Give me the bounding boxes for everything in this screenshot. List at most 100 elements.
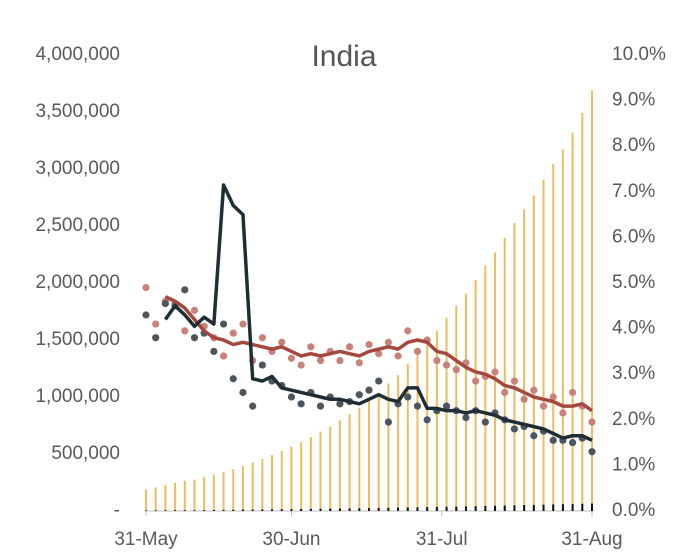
y-tick-label: 500,000 bbox=[51, 443, 120, 464]
bar bbox=[397, 507, 400, 511]
bar bbox=[571, 503, 574, 511]
dot bbox=[316, 402, 325, 410]
bar bbox=[571, 132, 574, 511]
chart-title: India bbox=[311, 40, 376, 73]
bar bbox=[164, 510, 167, 511]
bar bbox=[358, 508, 361, 511]
dot bbox=[229, 375, 237, 383]
y2-tick-label: 7.0% bbox=[612, 181, 655, 202]
dot bbox=[161, 299, 169, 308]
bar bbox=[426, 507, 429, 511]
dot bbox=[181, 286, 189, 294]
bar bbox=[329, 508, 332, 511]
bar bbox=[348, 414, 351, 511]
y-tick-label: 3,500,000 bbox=[35, 101, 120, 122]
dot bbox=[384, 338, 392, 346]
dot bbox=[442, 361, 451, 369]
dot bbox=[569, 388, 577, 397]
dot bbox=[510, 377, 519, 385]
y2-tick-label: 10.0% bbox=[612, 44, 666, 65]
bar bbox=[212, 474, 215, 511]
bar bbox=[212, 509, 215, 511]
bar bbox=[338, 508, 341, 511]
bar bbox=[561, 504, 564, 511]
dot bbox=[229, 329, 237, 337]
dot bbox=[336, 356, 344, 365]
bar bbox=[455, 506, 458, 511]
y2-tick-label: 1.0% bbox=[612, 454, 655, 475]
bar bbox=[523, 505, 526, 511]
bar bbox=[300, 509, 303, 511]
dot bbox=[190, 306, 199, 314]
y2-tick-label: 4.0% bbox=[612, 318, 655, 339]
dot bbox=[219, 320, 228, 328]
y2-tick-label: 5.0% bbox=[612, 272, 655, 293]
dot bbox=[569, 439, 577, 447]
bar bbox=[261, 459, 264, 511]
dot bbox=[316, 356, 325, 365]
dot bbox=[307, 343, 315, 351]
y-tick-label: 4,000,000 bbox=[35, 44, 120, 65]
bar bbox=[484, 265, 487, 511]
bar bbox=[261, 509, 264, 511]
dot bbox=[365, 340, 373, 349]
bar bbox=[542, 504, 545, 511]
x-tick-label: 31-Jul bbox=[416, 529, 468, 550]
line bbox=[164, 295, 594, 413]
dot bbox=[287, 354, 296, 362]
dot bbox=[239, 388, 247, 397]
dot bbox=[142, 283, 150, 292]
bar bbox=[251, 509, 254, 511]
bar bbox=[193, 479, 196, 511]
y2-tick-label: 8.0% bbox=[612, 135, 655, 156]
bar bbox=[503, 237, 506, 511]
bar bbox=[280, 450, 283, 511]
bar bbox=[145, 510, 147, 511]
bar bbox=[406, 507, 409, 511]
bar bbox=[435, 330, 438, 511]
bar bbox=[193, 510, 196, 511]
dot bbox=[152, 320, 160, 328]
y2-tick-label: 6.0% bbox=[612, 226, 655, 247]
bar bbox=[309, 437, 312, 511]
bar bbox=[494, 505, 497, 511]
dot bbox=[181, 327, 189, 335]
bar bbox=[532, 195, 535, 511]
dot bbox=[404, 393, 412, 401]
bar bbox=[183, 480, 186, 511]
bar bbox=[377, 392, 380, 511]
dot bbox=[210, 347, 218, 355]
dot bbox=[539, 402, 548, 410]
bar bbox=[445, 317, 448, 511]
bar bbox=[416, 353, 419, 511]
bar bbox=[319, 431, 322, 511]
dot bbox=[549, 393, 557, 401]
bar bbox=[232, 469, 235, 511]
dot bbox=[472, 377, 480, 385]
bar bbox=[532, 504, 535, 511]
bar bbox=[290, 509, 293, 511]
dot bbox=[287, 393, 296, 401]
bar bbox=[241, 465, 244, 511]
dot bbox=[297, 400, 305, 408]
bar bbox=[474, 279, 477, 511]
dot bbox=[452, 366, 460, 374]
y2-tick-label: 3.0% bbox=[612, 363, 655, 384]
dot bbox=[190, 334, 199, 342]
dot bbox=[384, 418, 392, 426]
dot bbox=[258, 361, 266, 369]
dot bbox=[501, 388, 509, 397]
y-tick-label: 1,000,000 bbox=[35, 386, 120, 407]
dot bbox=[355, 359, 363, 367]
x-tick-label: 30-Jun bbox=[262, 529, 320, 550]
dot bbox=[394, 352, 402, 360]
bar bbox=[561, 149, 564, 511]
bar bbox=[174, 482, 177, 511]
dot bbox=[588, 448, 596, 456]
y-tick-label: - bbox=[114, 500, 120, 521]
bar bbox=[426, 341, 429, 511]
bar bbox=[280, 509, 283, 511]
x-tick-label: 31-May bbox=[114, 529, 178, 550]
dot bbox=[336, 400, 344, 408]
